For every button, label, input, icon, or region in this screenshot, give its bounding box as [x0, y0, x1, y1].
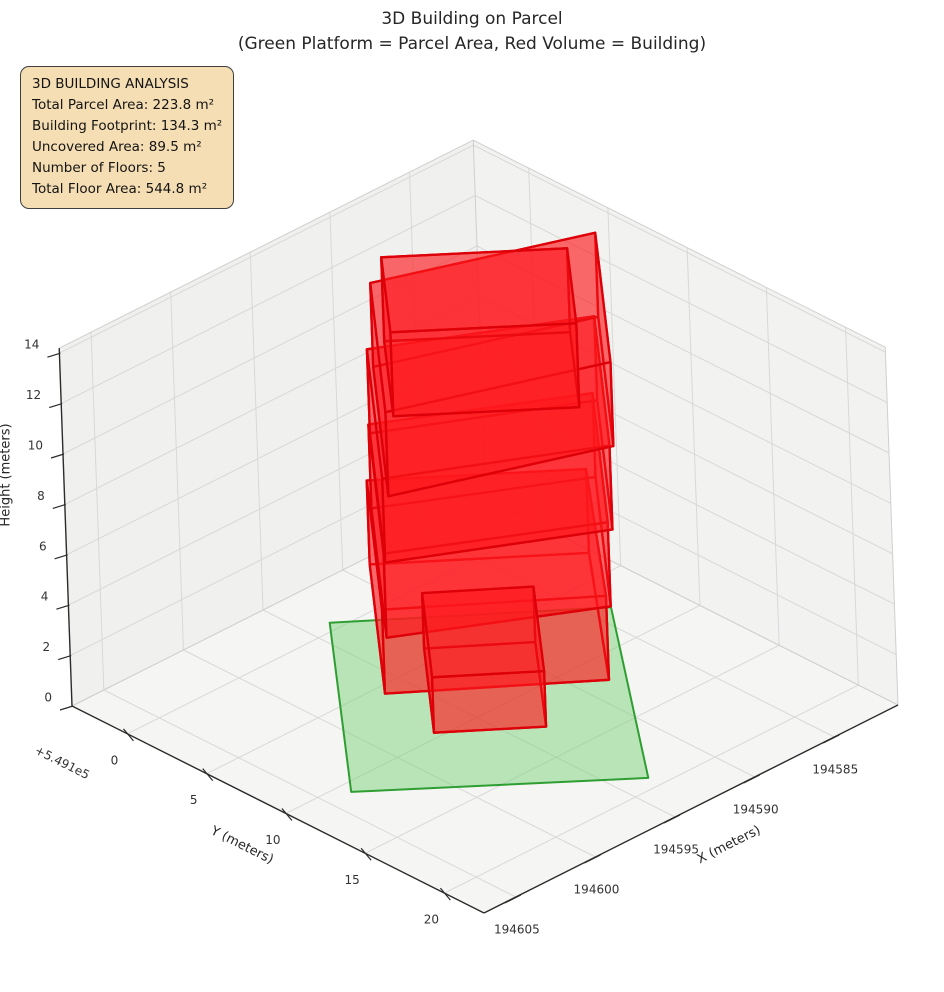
z-tick-mark [49, 403, 63, 409]
z-tick-mark [54, 554, 68, 560]
grid-line-y [444, 684, 859, 894]
floor-3-face [381, 444, 614, 564]
z-tick-label: 4 [41, 590, 49, 604]
grid-line-x-wall [249, 252, 264, 611]
y-tick-mark [281, 808, 293, 821]
grid-line-x [422, 529, 835, 738]
y-tick-label: 10 [265, 833, 280, 847]
grid-line-z-left [62, 245, 478, 455]
y-tick-mark [202, 768, 214, 782]
y-tick-label: 0 [111, 753, 119, 767]
grid-line-y [285, 605, 701, 814]
grid-line-y-wall [607, 207, 622, 566]
chart-subtitle: (Green Platform = Parcel Area, Red Volum… [237, 33, 707, 54]
x-tick-label: 194605 [494, 923, 540, 937]
grid-line-x-wall [409, 172, 423, 531]
pane-edge [485, 497, 899, 706]
floor-5-face [380, 247, 578, 334]
grid-line-z-left [69, 447, 485, 657]
x-axis-label: X (meters) [695, 823, 763, 867]
grid-line-z-right [482, 396, 895, 605]
z-axis-spine [58, 348, 73, 707]
pane-edge [884, 347, 899, 706]
annex-box-face [420, 585, 546, 679]
analysis-line: Total Parcel Area: 223.8 m² [32, 97, 215, 114]
grid-line-y-wall [765, 287, 780, 646]
analysis-line: Building Footprint: 134.3 m² [32, 118, 223, 135]
grid-line-z-right [480, 346, 893, 555]
chart-title-block: 3D Building on Parcel (Green Platform = … [0, 7, 944, 56]
z-tick-label: 10 [28, 439, 43, 453]
grid-line-z-right [474, 195, 888, 404]
grid-line-x-wall [90, 332, 105, 691]
analysis-line: Total Floor Area: 544.8 m² [32, 181, 208, 198]
grid-line-x [342, 569, 755, 778]
y-tick-label: 5 [190, 793, 198, 807]
analysis-line: Uncovered Area: 89.5 m² [32, 139, 202, 156]
pane-edge [58, 139, 474, 349]
pane-right-wall [473, 140, 898, 705]
pane-edge [71, 497, 487, 707]
grid-line-y [364, 644, 780, 854]
analysis-line: Number of Floors: 5 [32, 160, 166, 177]
floor-5-face [389, 322, 581, 418]
z-tick-label: 12 [26, 388, 41, 402]
floor-4-face [384, 360, 615, 498]
grid-line-x-wall [329, 212, 344, 571]
grid-line-z-left [66, 346, 481, 556]
z-tick-label: 14 [24, 338, 39, 352]
y-tick-mark [439, 887, 451, 901]
x-tick-mark [743, 774, 760, 784]
z-tick-mark [56, 604, 70, 610]
grid-line-y-wall [845, 327, 859, 686]
pane-edge [472, 140, 487, 499]
z-axis-label: Height (meters) [0, 423, 14, 526]
grid-line-z-right [473, 144, 886, 353]
chart-title: 3D Building on Parcel [381, 9, 563, 29]
pane-edge [472, 139, 886, 348]
z-tick-label: 6 [39, 539, 47, 553]
analysis-title: 3D BUILDING ANALYSIS [32, 76, 189, 92]
x-tick-label: 194600 [574, 883, 620, 897]
grid-line-z-left [59, 144, 474, 354]
x-tick-label: 194585 [812, 763, 858, 777]
grid-line-x [103, 689, 517, 898]
x-tick-mark [663, 814, 681, 824]
x-tick-label: 194590 [733, 803, 779, 817]
y-tick-mark [360, 847, 372, 861]
x-tick-mark [504, 894, 522, 904]
grid-line-y-wall [686, 247, 701, 606]
z-tick-mark [58, 655, 72, 661]
grid-line-y-wall [528, 168, 542, 526]
grid-line-z-left [60, 195, 476, 405]
z-tick-label: 0 [44, 691, 52, 705]
grid-line-z-left [68, 396, 483, 606]
z-tick-label: 2 [43, 640, 51, 654]
x-tick-mark [823, 734, 840, 744]
grid-line-z-right [478, 295, 892, 504]
grid-line-x-wall [170, 292, 184, 651]
grid-line-z-right [476, 245, 890, 454]
building-analysis-box: 3D BUILDING ANALYSIS Total Parcel Area: … [20, 66, 235, 210]
y-tick-mark [123, 728, 134, 742]
y-axis-spine [71, 705, 485, 914]
parcel-polygon [328, 606, 650, 793]
z-tick-mark [47, 352, 61, 358]
floor-2-face [382, 521, 612, 639]
z-tick-mark [52, 503, 66, 509]
y-axis-offset-text: +5.491e5 [33, 743, 92, 782]
z-tick-mark [59, 705, 74, 711]
z-tick-mark [50, 453, 65, 459]
x-tick-mark [584, 854, 601, 864]
y-tick-label: 20 [424, 913, 439, 927]
grid-line-y [127, 525, 542, 735]
grid-line-x [183, 649, 596, 858]
annex-box-face [430, 669, 548, 734]
z-tick-label: 8 [37, 489, 45, 503]
y-tick-label: 15 [345, 873, 360, 887]
x-tick-label: 194595 [653, 843, 699, 857]
